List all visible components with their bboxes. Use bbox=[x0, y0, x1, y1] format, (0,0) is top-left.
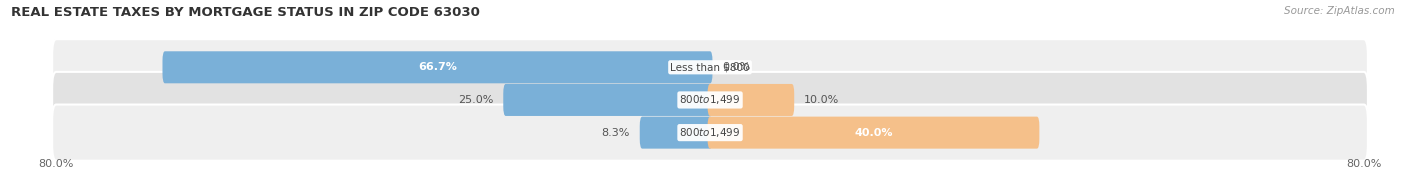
Text: Less than $800: Less than $800 bbox=[671, 62, 749, 72]
Text: 10.0%: 10.0% bbox=[804, 95, 839, 105]
FancyBboxPatch shape bbox=[52, 104, 1368, 161]
FancyBboxPatch shape bbox=[503, 84, 713, 116]
Text: Source: ZipAtlas.com: Source: ZipAtlas.com bbox=[1284, 6, 1395, 16]
Text: 25.0%: 25.0% bbox=[458, 95, 494, 105]
FancyBboxPatch shape bbox=[52, 39, 1368, 95]
FancyBboxPatch shape bbox=[640, 117, 713, 149]
Text: 40.0%: 40.0% bbox=[855, 128, 893, 138]
Text: REAL ESTATE TAXES BY MORTGAGE STATUS IN ZIP CODE 63030: REAL ESTATE TAXES BY MORTGAGE STATUS IN … bbox=[11, 6, 479, 19]
FancyBboxPatch shape bbox=[707, 84, 794, 116]
Text: 8.3%: 8.3% bbox=[602, 128, 630, 138]
Text: 0.0%: 0.0% bbox=[723, 62, 751, 72]
Text: $800 to $1,499: $800 to $1,499 bbox=[679, 126, 741, 139]
Text: 66.7%: 66.7% bbox=[418, 62, 457, 72]
FancyBboxPatch shape bbox=[707, 117, 1039, 149]
Text: $800 to $1,499: $800 to $1,499 bbox=[679, 93, 741, 106]
FancyBboxPatch shape bbox=[52, 72, 1368, 128]
FancyBboxPatch shape bbox=[163, 51, 713, 83]
